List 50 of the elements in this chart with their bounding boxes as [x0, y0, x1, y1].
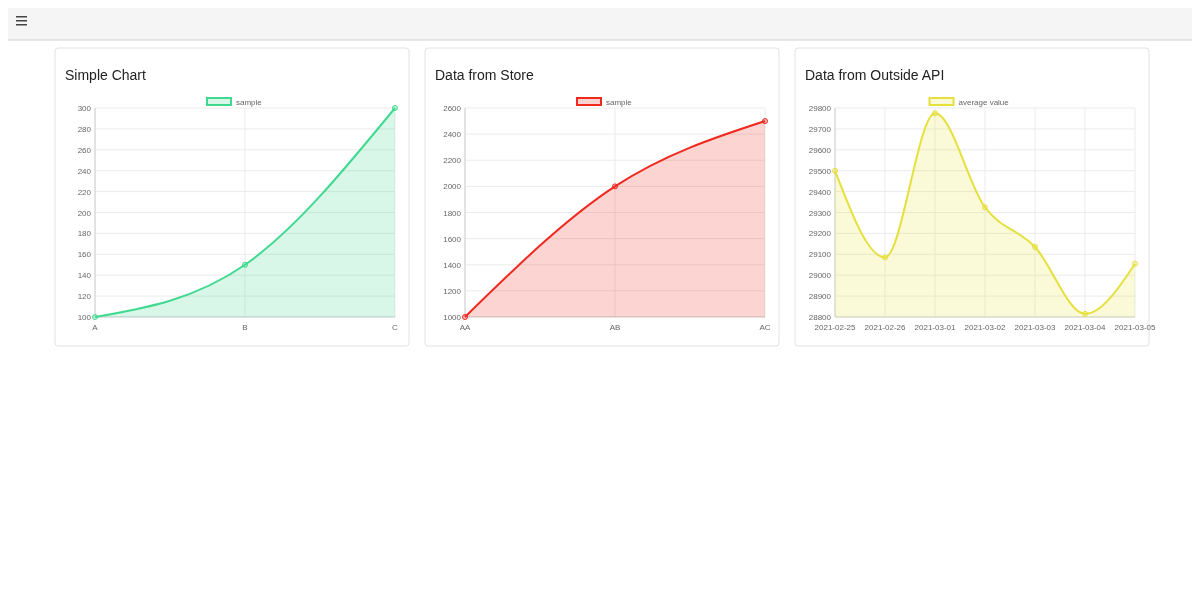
y-tick-label: 29100 — [808, 250, 832, 260]
y-tick-label: 220 — [77, 187, 92, 197]
y-tick-label: 29000 — [808, 271, 832, 281]
chart-title: Simple Chart — [65, 67, 147, 83]
y-tick-label: 280 — [77, 124, 92, 134]
x-tick-label: B — [242, 323, 248, 332]
y-tick-label: 1200 — [443, 286, 462, 296]
y-tick-label: 2400 — [443, 130, 462, 140]
chart-title: Data from Outside API — [805, 67, 945, 83]
y-tick-label: 2200 — [443, 156, 462, 166]
chart-title: Data from Store — [435, 67, 535, 83]
y-tick-label: 120 — [77, 292, 92, 302]
x-tick-label: 2021-02-26 — [864, 323, 907, 332]
x-tick-label: 2021-03-05 — [1114, 323, 1157, 332]
y-tick-label: 260 — [77, 145, 92, 155]
y-tick-label: 29600 — [808, 145, 832, 155]
x-tick-label: AC — [759, 323, 771, 332]
y-tick-label: 2600 — [443, 104, 462, 113]
x-tick-label: AB — [609, 323, 621, 332]
y-tick-label: 28800 — [808, 313, 832, 322]
x-tick-label: AA — [459, 323, 471, 332]
y-tick-label: 28900 — [808, 292, 832, 302]
y-tick-label: 29800 — [808, 104, 832, 113]
y-tick-label: 180 — [77, 229, 92, 239]
y-tick-label: 29400 — [808, 187, 832, 197]
x-tick-label: 2021-03-02 — [964, 323, 1007, 332]
y-tick-label: 2000 — [443, 182, 462, 192]
y-tick-label: 200 — [77, 208, 92, 218]
y-tick-label: 140 — [77, 271, 92, 281]
y-tick-label: 240 — [77, 166, 92, 176]
y-tick-label: 29700 — [808, 124, 832, 134]
x-tick-label: 2021-02-25 — [814, 323, 857, 332]
y-tick-label: 100 — [77, 313, 92, 322]
y-tick-label: 1800 — [443, 208, 462, 218]
legend-label: sample — [236, 98, 263, 107]
legend-label: average value — [958, 98, 1010, 107]
x-tick-label: A — [92, 323, 99, 332]
y-tick-label: 1600 — [443, 234, 462, 244]
x-tick-label: 2021-03-01 — [914, 323, 957, 332]
y-tick-label: 160 — [77, 250, 92, 260]
legend-label: sample — [606, 98, 633, 107]
y-tick-label: 29200 — [808, 229, 832, 239]
y-tick-label: 1000 — [443, 313, 462, 322]
x-tick-label: C — [392, 323, 399, 332]
x-tick-label: 2021-03-04 — [1064, 323, 1107, 332]
y-tick-label: 29300 — [808, 208, 832, 218]
y-tick-label: 300 — [77, 104, 92, 113]
y-tick-label: 29500 — [808, 166, 832, 176]
x-tick-label: 2021-03-03 — [1014, 323, 1057, 332]
y-tick-label: 1400 — [443, 260, 462, 270]
